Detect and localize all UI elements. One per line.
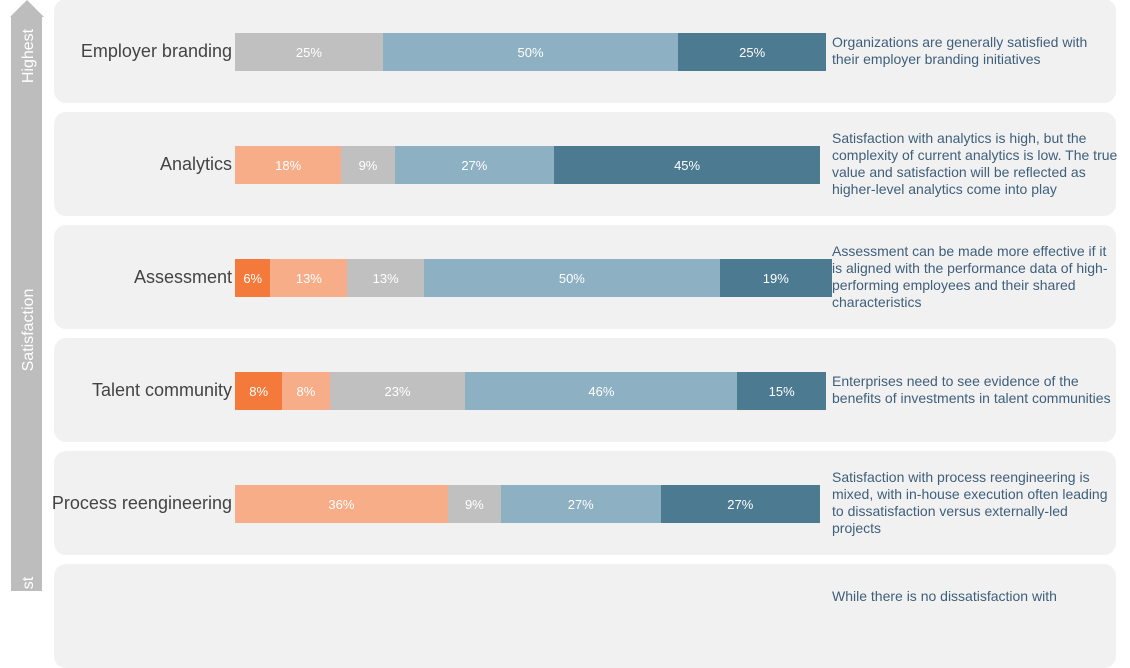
stacked-bar [235,598,826,636]
bar-segment: 6% [235,259,271,297]
bar-segment: 15% [737,372,826,410]
bar-segment: 25% [235,33,383,71]
stacked-bar: 25% 50% 25% [235,33,826,71]
bar-value-label: 36% [328,496,355,512]
category-label: Assessment [133,267,232,287]
row-annotation: While there is no dissatisfaction with [832,588,1057,604]
axis-bottom-label: st [20,576,37,589]
category-label [2,564,232,668]
bar-segment: 9% [447,485,501,523]
bar-segment: 8% [282,372,330,410]
bar-value-label: 6% [243,270,263,286]
stacked-bar: 8% 8% 23% 46% 15% [235,372,826,410]
row-panel: While there is no dissatisfaction with [54,564,1116,668]
row-annotation: Organizations are generally satisfied wi… [832,34,1088,67]
category-label: Talent community [91,380,232,400]
row-annotation: Satisfaction with process reengineering … [832,469,1108,536]
bar-segment: 36% [235,485,448,523]
bar-value-label: 46% [588,383,615,399]
axis-arrow-head [10,0,44,17]
bar-value-label: 19% [762,270,789,286]
axis-title: Satisfaction [20,289,37,372]
row-annotation: Satisfaction with analytics is high, but… [832,130,1118,197]
bar-segment: 45% [554,146,821,184]
bar-segment: 46% [465,372,738,410]
bar-value-label: 25% [739,44,766,60]
category-label: Analytics [159,154,232,174]
bar-segment: 19% [719,259,832,297]
bar-value-label: 13% [372,270,399,286]
row-panel: Analytics 18% 9% 27% 45% Satisfaction with an… [54,112,1118,216]
bar-value-label: 8% [296,383,316,399]
bar-segment: 23% [329,372,466,410]
bar-segment: 18% [235,146,342,184]
bar-value-label: 27% [461,157,488,173]
bar-segment: 27% [394,146,555,184]
bar-value-label: 50% [517,44,544,60]
bar-segment: 27% [660,485,821,523]
bar-segment: 50% [424,259,720,297]
category-label: Employer branding [80,41,232,61]
row-panel: Employer branding 25% 50% 25% Organizations … [54,0,1116,103]
bar-value-label: 27% [727,496,754,512]
bar-segment: 13% [347,259,425,297]
bar-segment: 8% [235,372,283,410]
row-panel: Talent community 8% 8% 23% 46% 15% Enterprises… [54,338,1116,442]
row-annotation: Assessment can be made more effective if… [832,243,1108,310]
axis-top-label: Highest [20,28,37,83]
bar-segment: 25% [678,33,826,71]
satisfaction-axis: Highest Satisfaction st [10,0,44,591]
bar-segment: 13% [270,259,348,297]
bar-value-label: 23% [384,383,411,399]
bar-value-label: 8% [249,383,269,399]
axis-arrow-shaft [11,17,42,591]
stacked-bar: 6% 13% 13% 50% 19% [235,259,832,297]
bar-segment: 50% [382,33,679,71]
stacked-bar: 36% 9% 27% 27% [235,485,826,523]
bar-value-label: 50% [558,270,585,286]
bar-value-label: 9% [464,496,484,512]
bar-value-label: 45% [674,157,701,173]
bar-value-label: 15% [768,383,795,399]
row-panel: Process reengineering 36% 9% 27% 27% Satisfac… [52,451,1116,555]
stacked-bar: 18% 9% 27% 45% [235,146,826,184]
bar-value-label: 13% [295,270,322,286]
row-panel: Assessment 6% 13% 13% 50% 19% Assessment can b… [54,225,1116,329]
row-annotation: Enterprises need to see evidence of the … [832,373,1111,406]
bar-value-label: 25% [295,44,322,60]
bar-segment: 9% [341,146,395,184]
bar-value-label: 18% [275,157,302,173]
category-label: Process reengineering [51,493,232,513]
bar-segment: 27% [500,485,661,523]
bar-value-label: 9% [358,157,378,173]
bar-value-label: 27% [567,496,594,512]
